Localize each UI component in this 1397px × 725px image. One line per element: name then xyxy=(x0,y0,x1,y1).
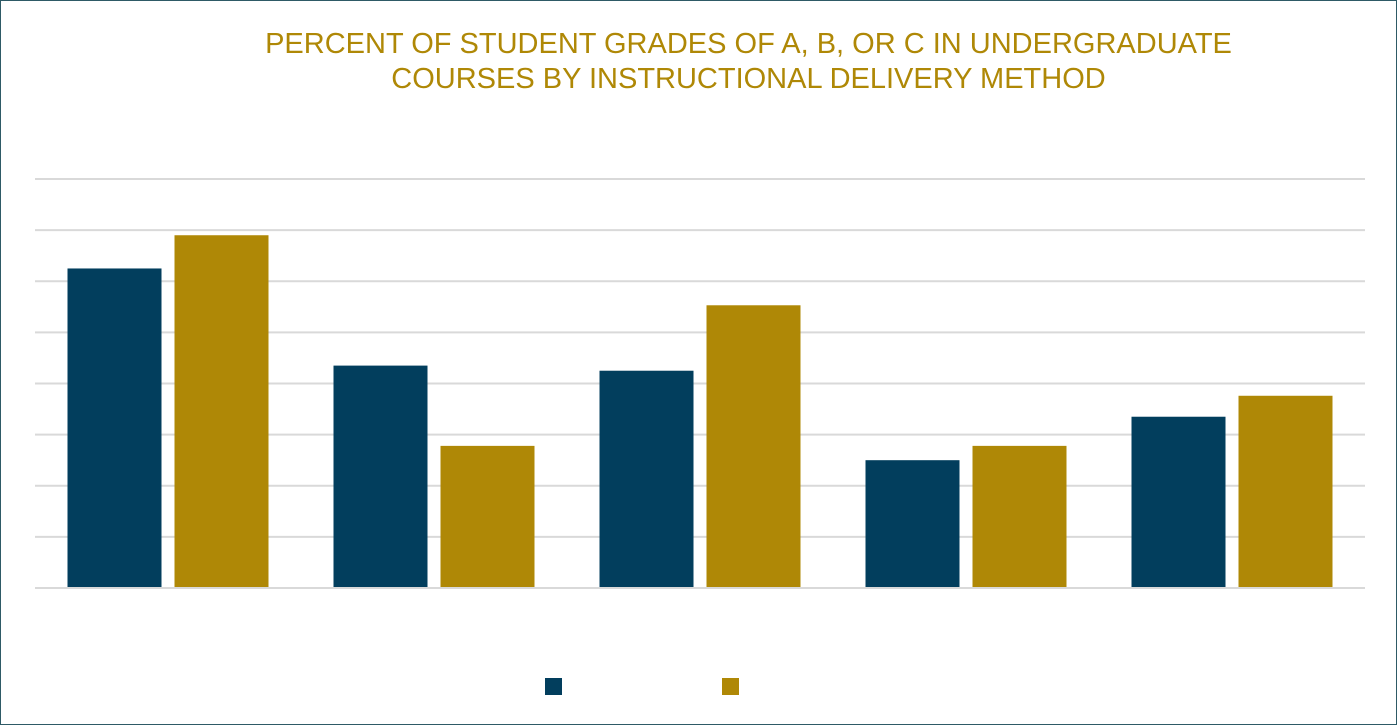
legend-marker-series-1 xyxy=(545,678,562,695)
bar-series-1-cat-1 xyxy=(67,268,162,588)
bar-series-1-cat-2 xyxy=(333,365,428,588)
bar-series-2-cat-2 xyxy=(440,445,535,588)
legend-marker-series-2 xyxy=(722,678,739,695)
bar-series-2-cat-3 xyxy=(706,305,801,588)
bar-series-2-cat-4 xyxy=(972,445,1067,588)
chart-title: PERCENT OF STUDENT GRADES OF A, B, OR C … xyxy=(265,28,1232,95)
bar-series-1-cat-5 xyxy=(1131,416,1226,588)
bar-series-1-cat-3 xyxy=(599,370,694,588)
bar-series-1-cat-4 xyxy=(865,460,960,588)
bar-series-2-cat-5 xyxy=(1238,395,1333,588)
legend xyxy=(545,678,739,695)
bar-series-2-cat-1 xyxy=(174,235,269,589)
bars xyxy=(67,235,1333,589)
